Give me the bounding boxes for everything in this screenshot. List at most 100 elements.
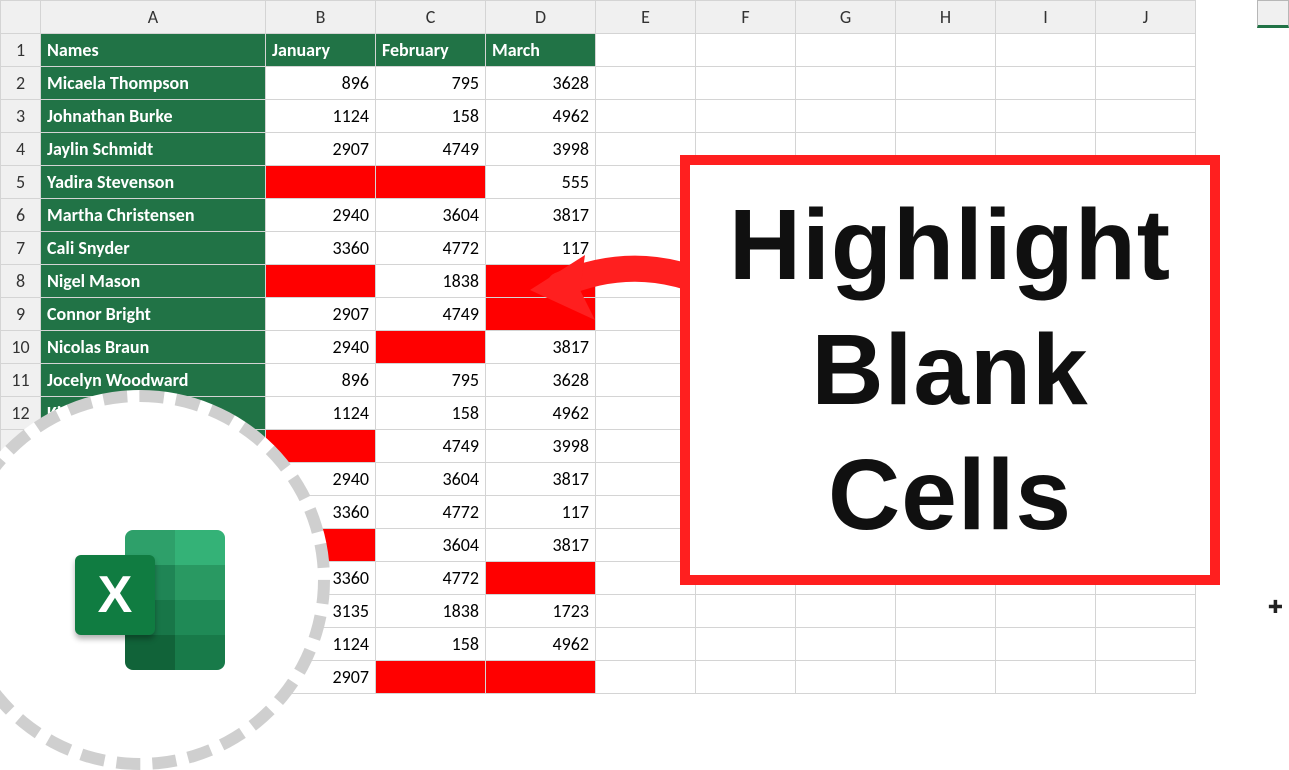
cell-jan[interactable]: 2907 (266, 133, 376, 166)
cell-mar[interactable]: 3628 (486, 364, 596, 397)
cell[interactable] (696, 628, 796, 661)
cell[interactable] (996, 100, 1096, 133)
cell-mar[interactable]: 117 (486, 232, 596, 265)
row-header[interactable]: 4 (1, 133, 41, 166)
cell-header-names[interactable]: Names (41, 34, 266, 67)
cell-jan[interactable]: 896 (266, 364, 376, 397)
cell-jan[interactable]: 3360 (266, 232, 376, 265)
cell-jan[interactable] (266, 166, 376, 199)
cell[interactable] (696, 34, 796, 67)
cell-name[interactable]: Yadira Stevenson (41, 166, 266, 199)
cell-name[interactable]: Nigel Mason (41, 265, 266, 298)
cell-mar[interactable]: 4962 (486, 628, 596, 661)
col-header-H[interactable]: H (896, 1, 996, 34)
cell-mar[interactable]: 3817 (486, 463, 596, 496)
cell-feb[interactable]: 3604 (376, 199, 486, 232)
cell-feb[interactable]: 158 (376, 397, 486, 430)
row-header[interactable]: 6 (1, 199, 41, 232)
col-header-B[interactable]: B (266, 1, 376, 34)
row-header[interactable]: 3 (1, 100, 41, 133)
cell-mar[interactable]: 117 (486, 496, 596, 529)
cell[interactable] (996, 628, 1096, 661)
cell[interactable] (596, 661, 696, 694)
cell-feb[interactable]: 795 (376, 67, 486, 100)
cell-feb[interactable] (376, 331, 486, 364)
row-header[interactable]: 7 (1, 232, 41, 265)
cell[interactable] (796, 100, 896, 133)
cell[interactable] (796, 67, 896, 100)
cell[interactable] (696, 67, 796, 100)
cell[interactable] (1096, 661, 1196, 694)
cell-feb[interactable]: 1838 (376, 595, 486, 628)
cell[interactable] (996, 34, 1096, 67)
col-header-A[interactable]: A (41, 1, 266, 34)
row-header[interactable]: 5 (1, 166, 41, 199)
cell-feb[interactable]: 158 (376, 100, 486, 133)
cell-name[interactable]: Micaela Thompson (41, 67, 266, 100)
cell[interactable] (1096, 67, 1196, 100)
cell-mar[interactable] (486, 661, 596, 694)
cell-mar[interactable]: 3998 (486, 133, 596, 166)
cell-mar[interactable]: 3817 (486, 331, 596, 364)
cell-feb[interactable]: 4772 (376, 496, 486, 529)
cell-feb[interactable]: 1838 (376, 265, 486, 298)
cell-mar[interactable] (486, 298, 596, 331)
row-header[interactable]: 2 (1, 67, 41, 100)
cell-mar[interactable]: 3817 (486, 529, 596, 562)
cell-feb[interactable]: 3604 (376, 463, 486, 496)
cell-jan[interactable]: 2907 (266, 298, 376, 331)
cell-mar[interactable]: 1723 (486, 595, 596, 628)
cell-feb[interactable]: 4749 (376, 298, 486, 331)
cell[interactable] (596, 100, 696, 133)
cell[interactable] (696, 595, 796, 628)
row-header[interactable]: 11 (1, 364, 41, 397)
cell[interactable] (1096, 100, 1196, 133)
cell-mar[interactable]: 3628 (486, 67, 596, 100)
cell-jan[interactable]: 896 (266, 67, 376, 100)
col-header-C[interactable]: C (376, 1, 486, 34)
cell-name[interactable]: Cali Snyder (41, 232, 266, 265)
cell[interactable] (996, 661, 1096, 694)
cell[interactable] (896, 628, 996, 661)
cell[interactable] (996, 595, 1096, 628)
cell-mar[interactable] (486, 562, 596, 595)
col-header-G[interactable]: G (796, 1, 896, 34)
cell-name[interactable]: Johnathan Burke (41, 100, 266, 133)
cell[interactable] (796, 661, 896, 694)
cell-name[interactable]: Nicolas Braun (41, 331, 266, 364)
cell-header-jan[interactable]: January (266, 34, 376, 67)
cell-header-feb[interactable]: February (376, 34, 486, 67)
cell-feb[interactable]: 4772 (376, 562, 486, 595)
cell[interactable] (596, 595, 696, 628)
cell-mar[interactable]: 3817 (486, 199, 596, 232)
select-all-corner[interactable] (1, 1, 41, 34)
cell-jan[interactable]: 2940 (266, 331, 376, 364)
cell-feb[interactable]: 158 (376, 628, 486, 661)
col-header-I[interactable]: I (996, 1, 1096, 34)
cell-feb[interactable] (376, 166, 486, 199)
cell-jan[interactable]: 1124 (266, 397, 376, 430)
col-header-D[interactable]: D (486, 1, 596, 34)
cell-name[interactable]: Connor Bright (41, 298, 266, 331)
cell[interactable] (896, 661, 996, 694)
cell-feb[interactable]: 3604 (376, 529, 486, 562)
cell[interactable] (896, 595, 996, 628)
cell-name[interactable]: Martha Christensen (41, 199, 266, 232)
cell-feb[interactable]: 4749 (376, 133, 486, 166)
cell-feb[interactable]: 795 (376, 364, 486, 397)
row-header[interactable]: 10 (1, 331, 41, 364)
cell-jan[interactable]: 2940 (266, 199, 376, 232)
cell[interactable] (896, 67, 996, 100)
cell-mar[interactable]: 555 (486, 166, 596, 199)
cell-mar[interactable]: 4962 (486, 397, 596, 430)
cell-mar[interactable]: 3998 (486, 430, 596, 463)
cell[interactable] (596, 67, 696, 100)
row-header[interactable]: 1 (1, 34, 41, 67)
cell[interactable] (896, 34, 996, 67)
cell[interactable] (696, 661, 796, 694)
cell[interactable] (1096, 595, 1196, 628)
cell-feb[interactable]: 4772 (376, 232, 486, 265)
cell-name[interactable]: Jaylin Schmidt (41, 133, 266, 166)
cell-jan[interactable] (266, 265, 376, 298)
cell[interactable] (596, 628, 696, 661)
